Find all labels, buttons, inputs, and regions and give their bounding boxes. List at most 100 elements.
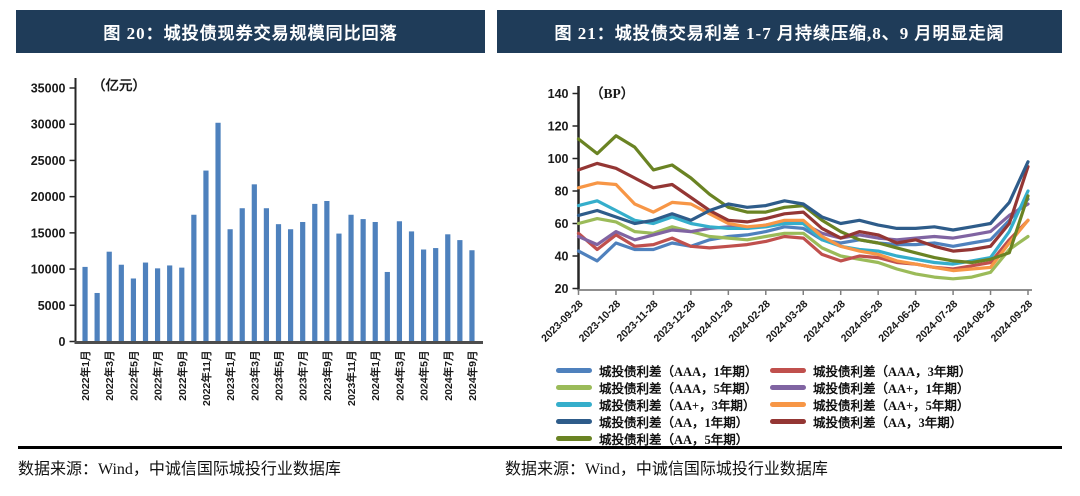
x-axis-tick-label: 2022年1月 [79, 351, 92, 401]
bar [287, 229, 294, 342]
bar [408, 231, 415, 342]
x-axis-tick-label: 2024年9月 [466, 351, 479, 401]
legend-line-swatch-icon [770, 368, 806, 373]
bar [167, 265, 173, 342]
x-axis-tick-label: 2024年7月 [442, 351, 455, 401]
bar [372, 221, 378, 342]
y-axis-tick-label: 40 [555, 250, 569, 264]
bar [203, 170, 209, 342]
bar [360, 219, 366, 342]
bar [312, 203, 318, 342]
legend-line-swatch-icon [556, 402, 592, 407]
y-axis-tick-label: 35000 [31, 82, 66, 96]
bar [336, 233, 342, 342]
legend-item: 城投债利差（AAA，5年期） [556, 379, 757, 396]
legend-label: 城投债利差（AAA，3年期） [813, 365, 972, 379]
y-axis-tick-label: 0 [59, 335, 66, 349]
source-note-left: 数据来源：Wind，中诚信国际城投行业数据库 [18, 461, 341, 478]
y-axis-tick-label: 100 [548, 152, 569, 166]
legend-item: 城投债利差（AA+，1年期） [770, 379, 971, 396]
legend-label: 城投债利差（AAA，1年期） [599, 365, 758, 379]
legend-item: 城投债利差（AA，3年期） [770, 413, 971, 430]
bar [420, 249, 427, 342]
figure21-header: 图 21：城投债交易利差 1-7 月持续压缩,8、9 月明显走阔 [497, 10, 1062, 53]
bar [154, 268, 161, 342]
bar [300, 221, 306, 342]
x-axis-tick-label: 2023年9月 [321, 351, 334, 401]
bar-chart-unit-label: （亿元） [92, 77, 146, 93]
x-axis-tick-label: 2024年1月 [369, 351, 382, 401]
bar [106, 251, 112, 342]
bar [227, 229, 233, 342]
footer-divider [18, 446, 1062, 449]
bar [130, 278, 137, 342]
line-chart-unit-label: （BP） [590, 86, 634, 101]
bar [457, 240, 463, 342]
bar [469, 250, 475, 342]
x-axis-tick-label: 2023年1月 [224, 351, 237, 401]
bar [94, 292, 100, 342]
bar [191, 214, 197, 342]
x-axis-tick-label: 2024年3月 [393, 351, 406, 401]
legend-item: 城投债利差（AA，5年期） [556, 430, 757, 447]
legend-label: 城投债利差（AA，1年期） [599, 416, 749, 430]
line-chart-legend-right: 城投债利差（AAA，3年期） 城投债利差（AA+，1年期） 城投债利差（AA+，5年… [770, 362, 971, 430]
y-axis-tick-label: 15000 [31, 226, 66, 240]
y-axis-tick-label: 60 [555, 217, 569, 231]
legend-line-swatch-icon [770, 385, 806, 390]
legend-item: 城投债利差（AAA，1年期） [556, 362, 757, 379]
legend-label: 城投债利差（AA，3年期） [813, 416, 963, 430]
series-line [576, 189, 1030, 266]
bar [324, 200, 330, 342]
bar [215, 122, 221, 342]
figure21-title: 图 21：城投债交易利差 1-7 月持续压缩,8、9 月明显走阔 [554, 24, 1005, 43]
bar [142, 262, 149, 342]
series-line [576, 197, 1030, 263]
x-axis-tick-label: 2022年5月 [127, 351, 140, 401]
line-chart: （BP）204060801001201402023-09-282023-10-2… [539, 86, 1035, 345]
x-axis-tick-label: 2023年3月 [248, 351, 261, 401]
series-line [576, 161, 1030, 253]
legend-item: 城投债利差（AA+，5年期） [770, 396, 971, 413]
bar [433, 248, 439, 342]
y-axis-tick-label: 120 [548, 120, 569, 134]
legend-label: 城投债利差（AA+，5年期） [813, 399, 970, 413]
x-axis-tick-label: 2023年7月 [297, 351, 310, 401]
legend-line-swatch-icon [556, 368, 592, 373]
series-line [576, 160, 1030, 232]
figure20-header: 图 20：城投债现券交易规模同比回落 [16, 10, 485, 53]
y-axis-tick-label: 5000 [38, 299, 66, 313]
legend-item: 城投债利差（AA，1年期） [556, 413, 757, 430]
y-axis-tick-label: 20000 [31, 190, 66, 204]
x-axis-tick-label: 2022年11月 [200, 351, 213, 406]
y-axis-tick-label: 20 [555, 282, 569, 296]
x-axis-tick-label: 2023年11月 [345, 351, 358, 406]
x-axis-tick-label: 2022年3月 [103, 351, 116, 401]
bar [251, 184, 257, 342]
bar [82, 266, 88, 342]
legend-label: 城投债利差（AA+，3年期） [599, 399, 756, 413]
source-note-right: 数据来源：Wind，中诚信国际城投行业数据库 [505, 461, 828, 478]
series-line [576, 181, 1030, 273]
legend-line-swatch-icon [770, 402, 806, 407]
line-chart-legend-left: 城投债利差（AAA，1年期） 城投债利差（AAA，5年期） 城投债利差（AA+，3年… [556, 362, 757, 447]
legend-line-swatch-icon [556, 385, 592, 390]
legend-item: 城投债利差（AA+，3年期） [556, 396, 757, 413]
x-axis-tick-label: 2022年7月 [152, 351, 165, 401]
y-axis-tick-label: 80 [555, 185, 569, 199]
x-axis-tick-label: 2023年5月 [273, 351, 286, 401]
y-axis-tick-label: 30000 [31, 118, 66, 132]
legend-line-swatch-icon [770, 419, 806, 424]
legend-label: 城投债利差（AA，5年期） [599, 433, 749, 447]
figure20-title: 图 20：城投债现券交易规模同比回落 [103, 24, 398, 43]
y-axis-tick-label: 10000 [31, 263, 66, 277]
x-axis-tick-label: 2024年5月 [418, 351, 431, 401]
legend-label: 城投债利差（AAA，5年期） [599, 382, 758, 396]
bar [348, 214, 354, 342]
bar [396, 221, 403, 342]
bar [179, 267, 185, 342]
y-axis-tick-label: 25000 [31, 154, 66, 168]
bar-chart: （亿元） 0 5000 10000 15000 20000 25000 30000 35000 2… [31, 77, 483, 406]
x-axis-tick-label: 2022年9月 [176, 351, 189, 401]
